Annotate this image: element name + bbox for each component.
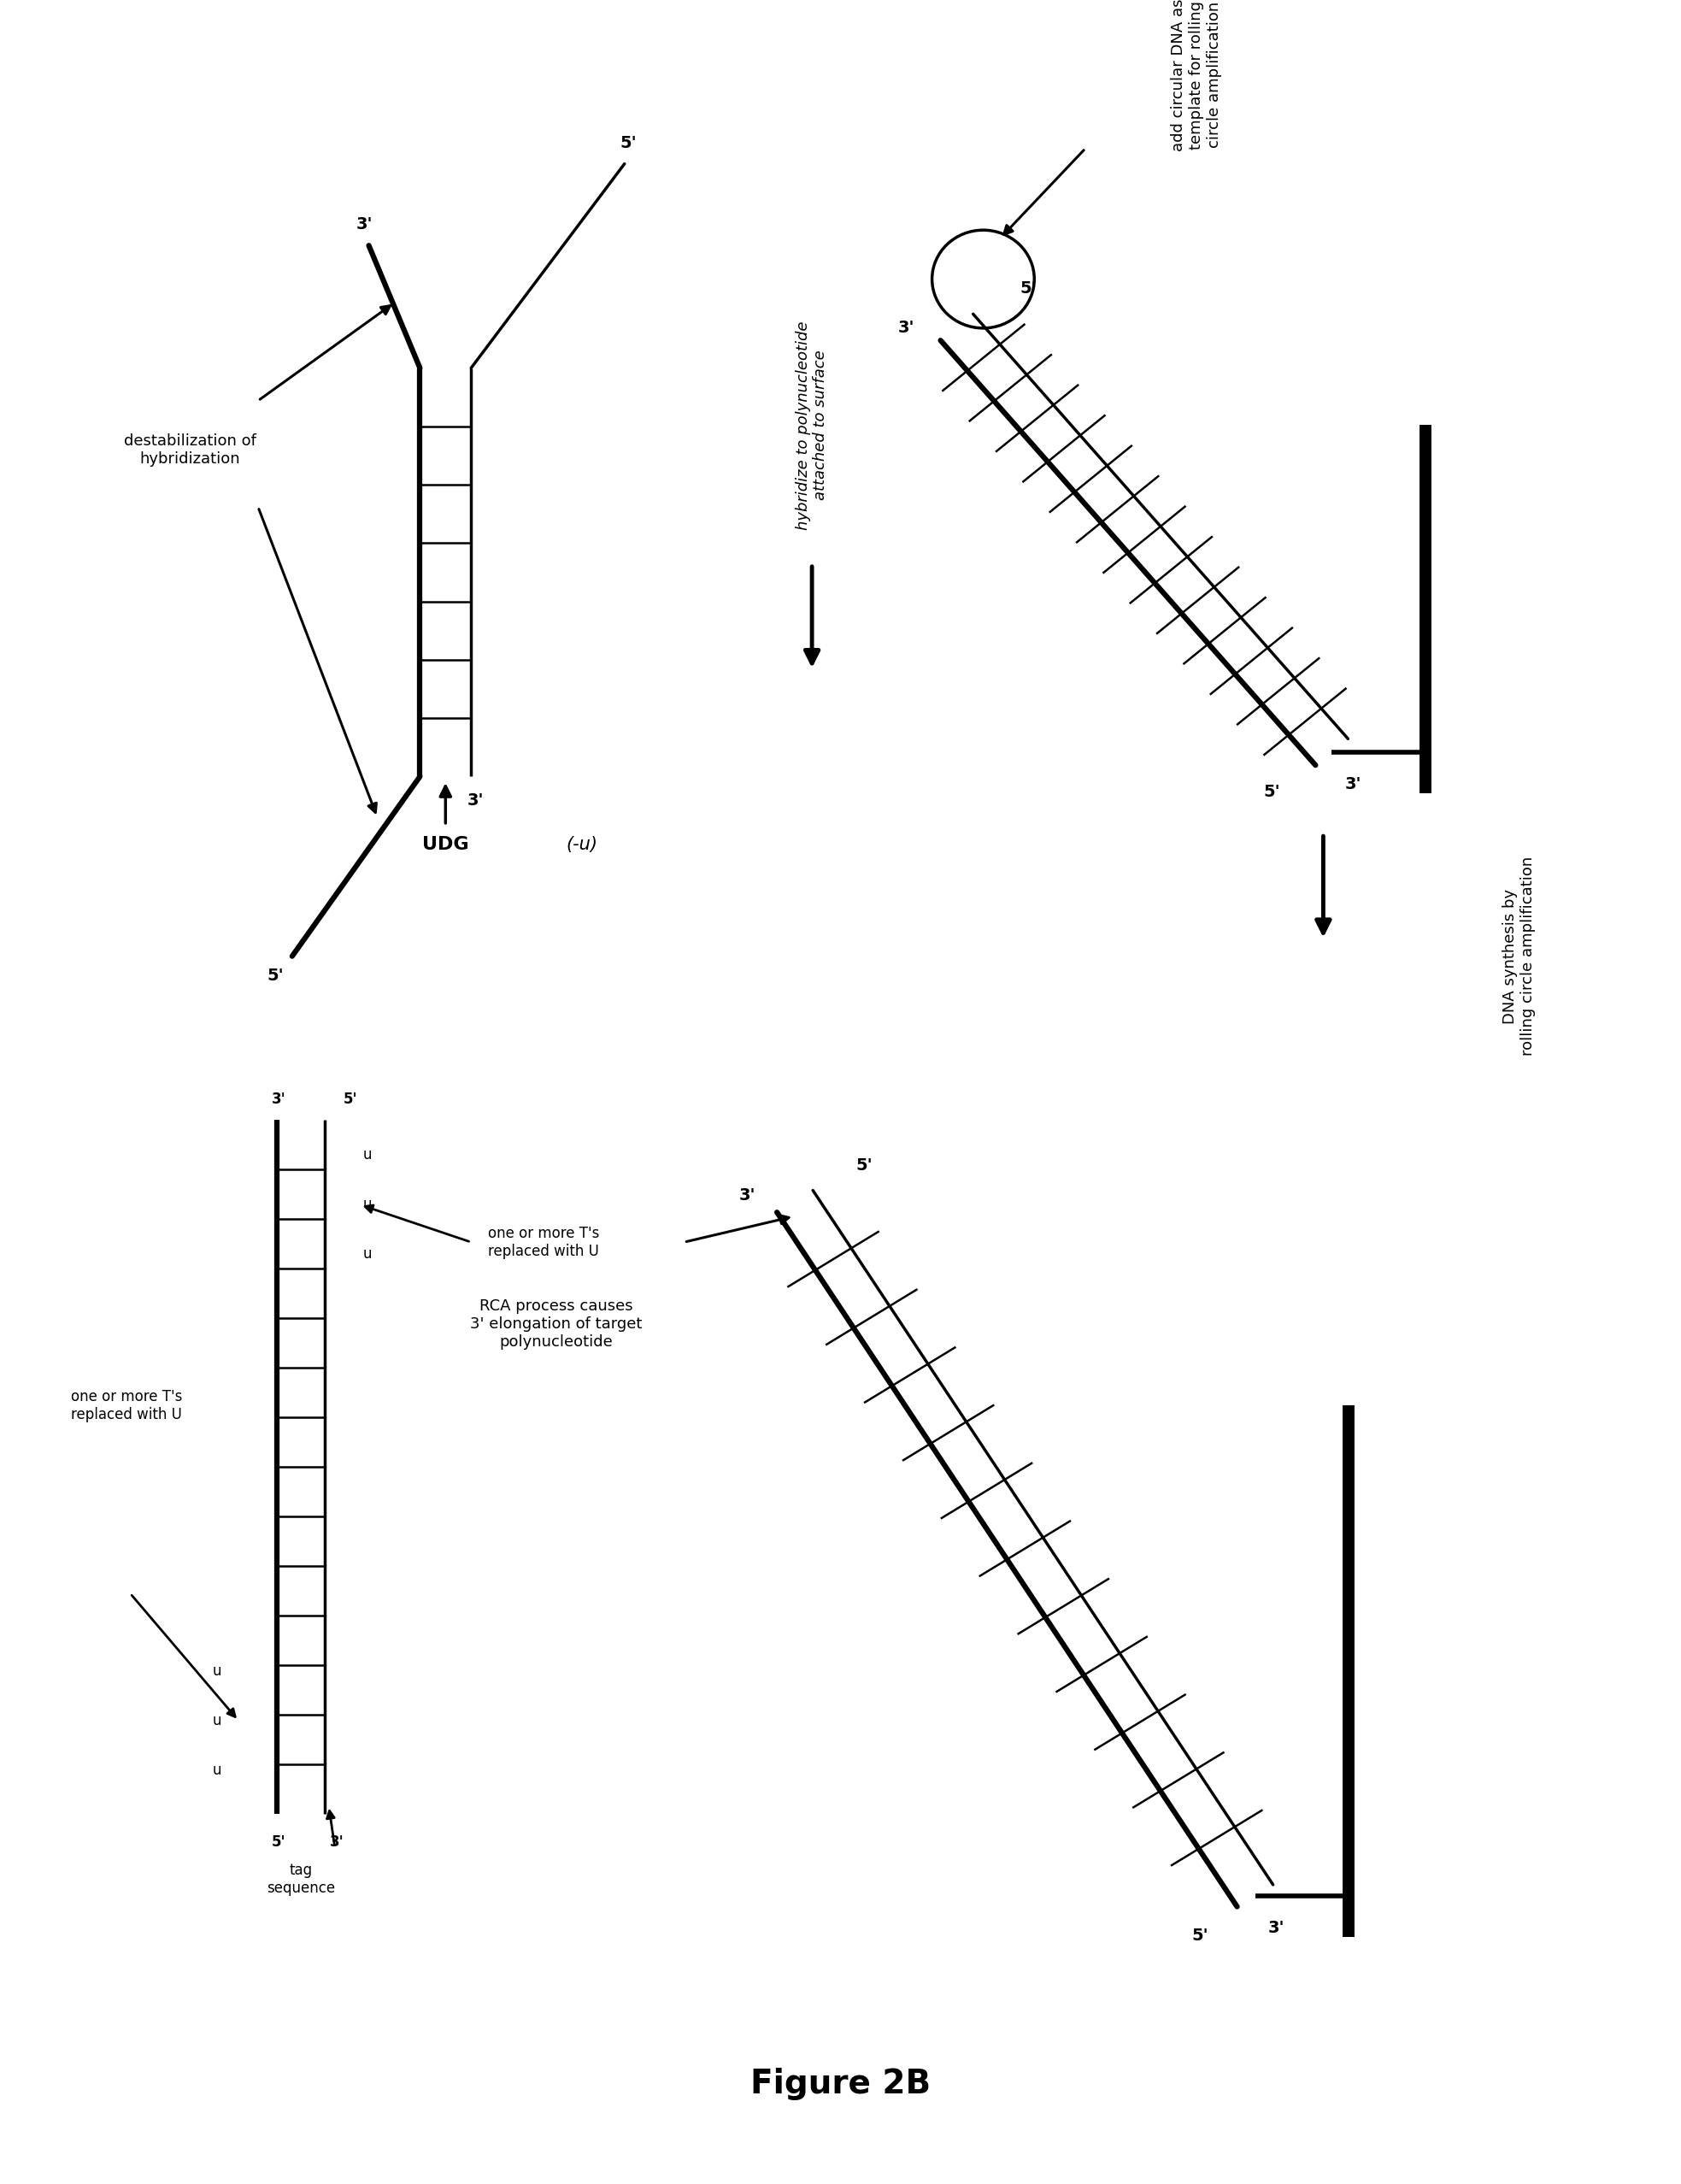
Text: add circular DNA as
template for rolling
circle amplification: add circular DNA as template for rolling… (1170, 0, 1222, 151)
Text: 3': 3' (329, 1835, 345, 1850)
Text: 5': 5' (856, 1158, 872, 1173)
Text: 5': 5' (267, 968, 284, 985)
Text: UDG: UDG (422, 836, 469, 854)
Text: one or more T's
replaced with U: one or more T's replaced with U (487, 1225, 600, 1258)
Text: 3': 3' (898, 319, 914, 336)
Text: 3': 3' (467, 793, 484, 808)
Text: one or more T's
replaced with U: one or more T's replaced with U (71, 1389, 182, 1422)
Text: hybridize to polynucleotide
attached to surface: hybridize to polynucleotide attached to … (795, 321, 829, 531)
Text: u: u (363, 1147, 372, 1162)
Text: 3': 3' (271, 1092, 286, 1107)
Text: tag
sequence: tag sequence (266, 1863, 335, 1896)
Text: 3': 3' (1345, 775, 1362, 793)
Text: Figure 2B: Figure 2B (751, 2068, 931, 2099)
Text: RCA process causes
3' elongation of target
polynucleotide: RCA process causes 3' elongation of targ… (471, 1297, 642, 1350)
Text: 5': 5' (1020, 282, 1037, 297)
Text: u: u (213, 1712, 222, 1728)
Text: 3': 3' (740, 1188, 756, 1203)
Text: 5': 5' (271, 1835, 286, 1850)
Text: u: u (363, 1197, 372, 1212)
Text: 5': 5' (1264, 784, 1281, 799)
Text: 5': 5' (620, 135, 637, 151)
Text: u: u (363, 1247, 372, 1262)
Text: 3': 3' (1267, 1920, 1284, 1935)
Text: DNA synthesis by
rolling circle amplification: DNA synthesis by rolling circle amplific… (1503, 856, 1536, 1055)
Text: destabilization of
hybridization: destabilization of hybridization (124, 432, 256, 467)
Text: u: u (213, 1762, 222, 1778)
Text: 5': 5' (343, 1092, 356, 1107)
Text: (-u): (-u) (566, 836, 598, 854)
Text: u: u (213, 1664, 222, 1679)
Text: 3': 3' (356, 216, 373, 232)
Text: 5': 5' (1192, 1928, 1209, 1944)
